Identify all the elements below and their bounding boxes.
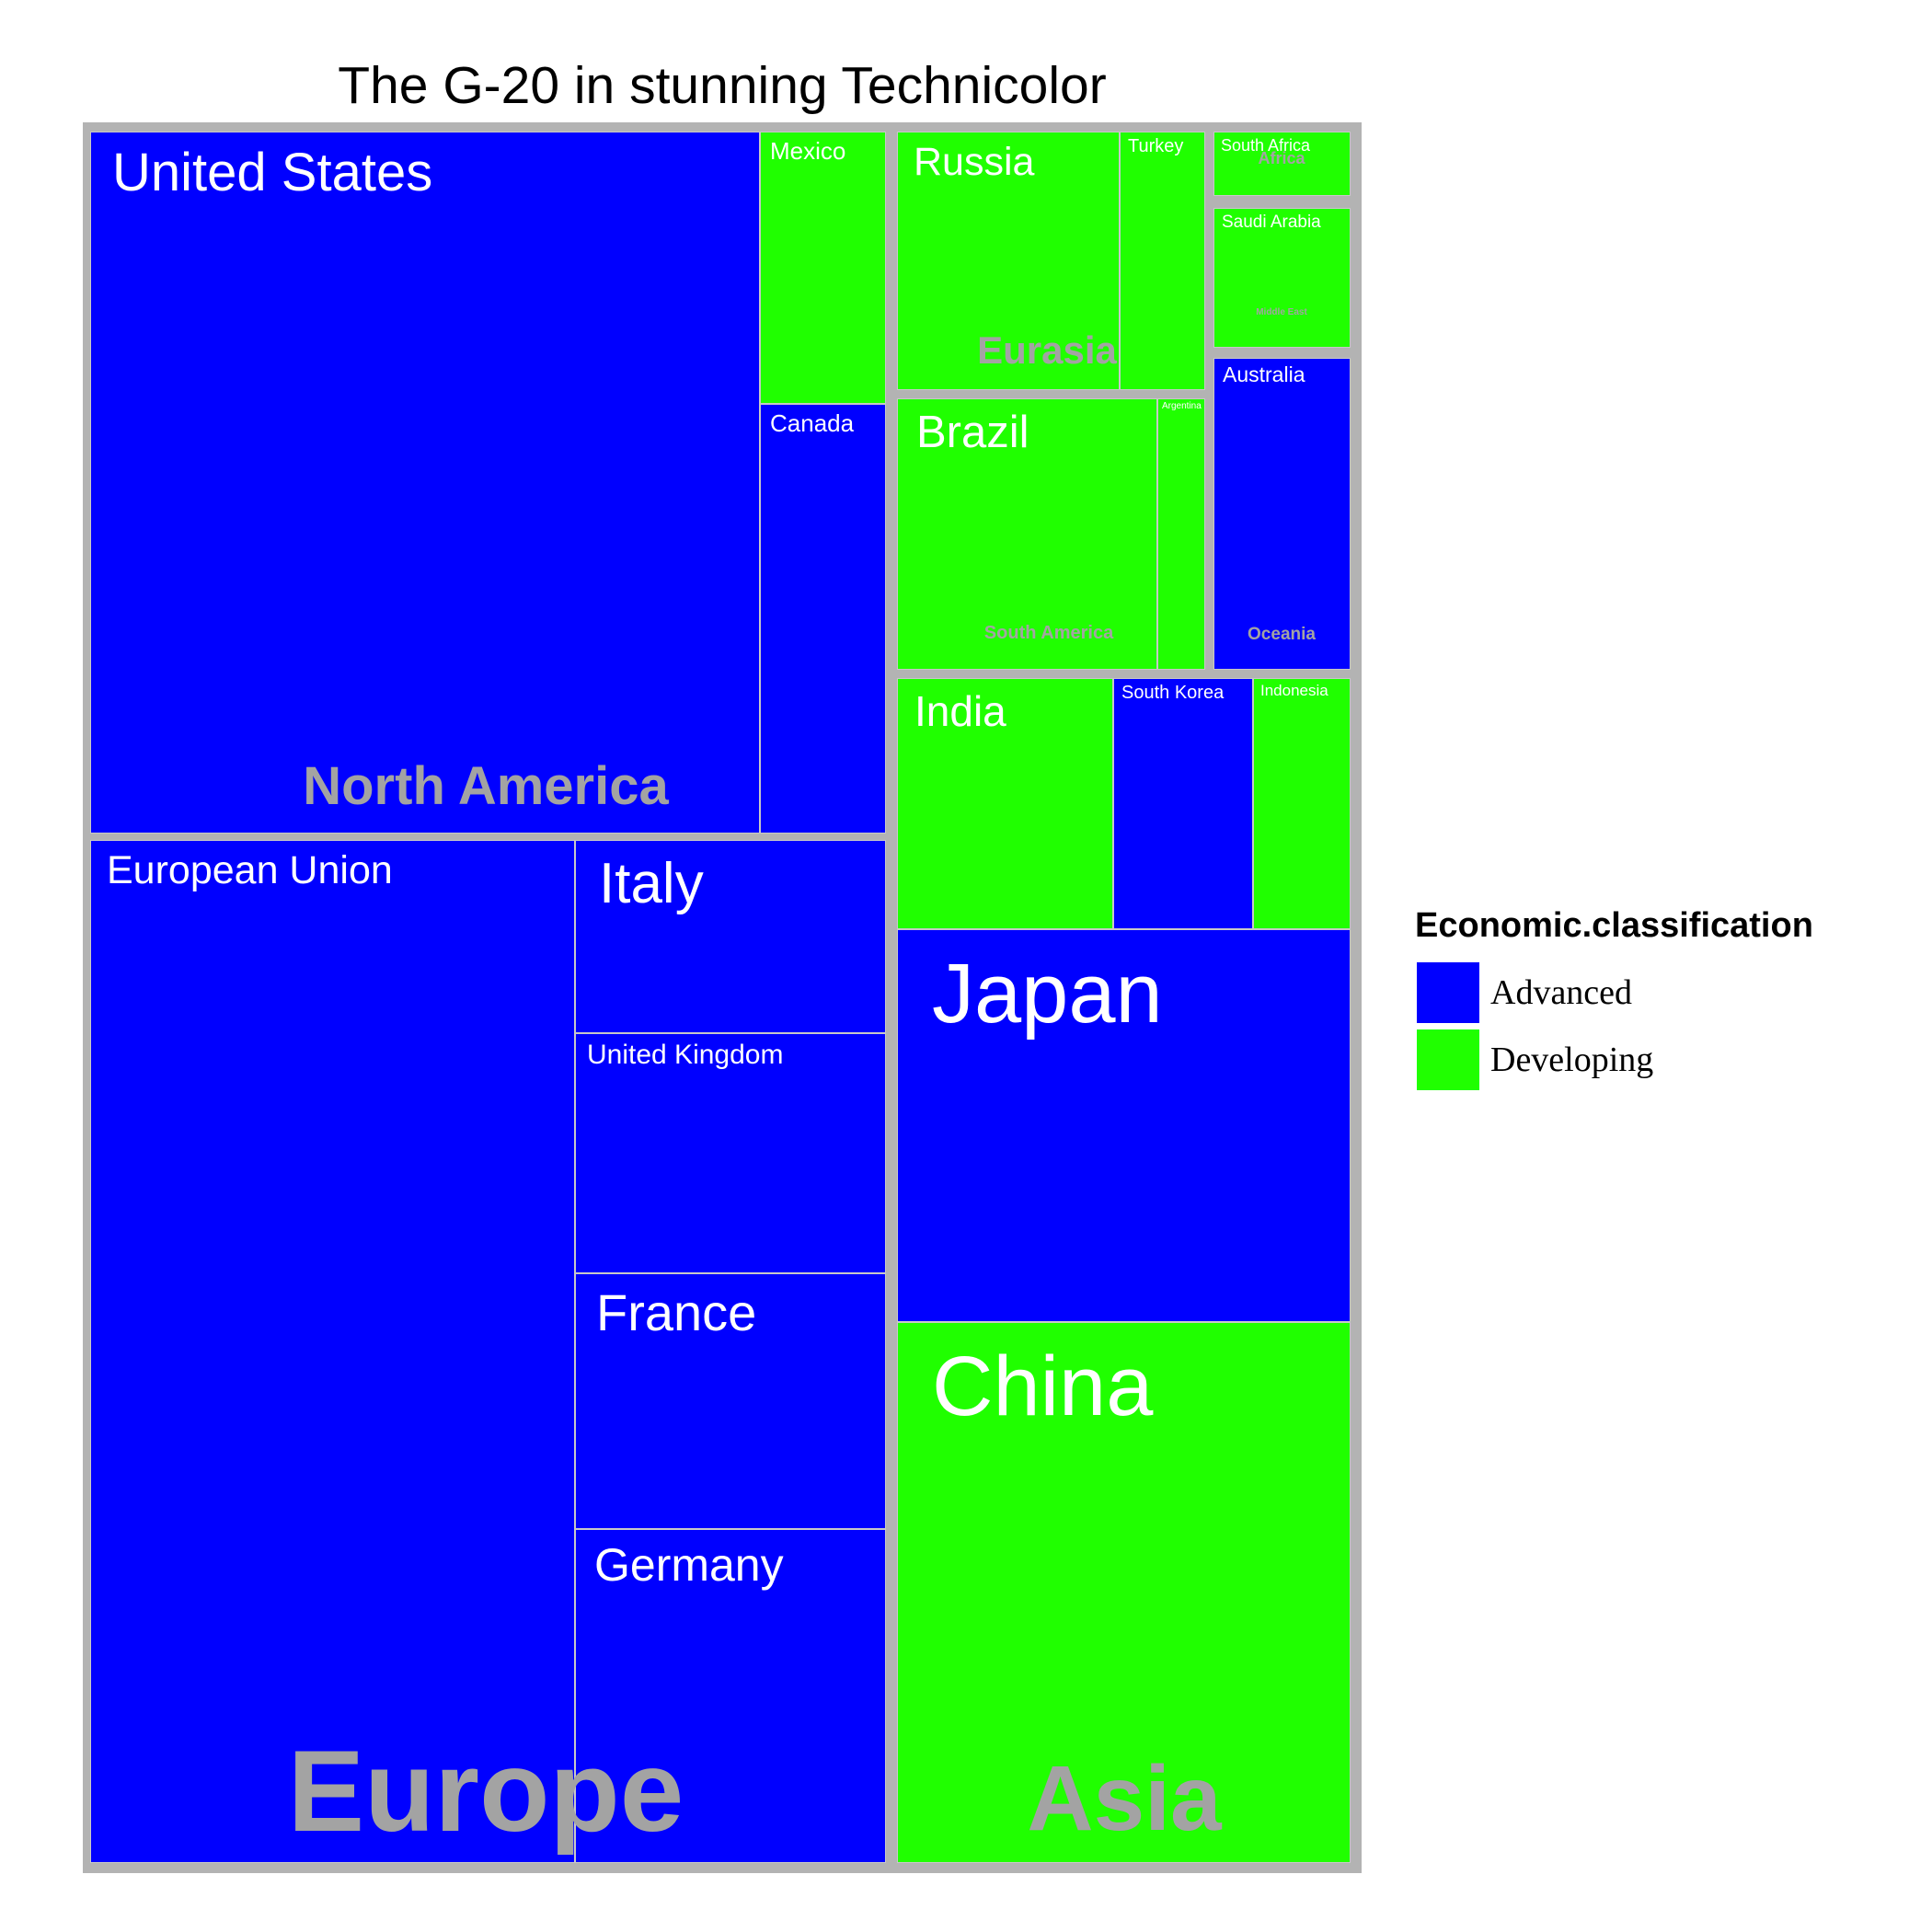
- tile-saudi-arabia: Saudi Arabia: [1213, 208, 1351, 348]
- tile-label-argentina: Argentina: [1162, 401, 1202, 411]
- tile-south-korea: South Korea: [1113, 678, 1253, 929]
- tile-turkey: Turkey: [1120, 132, 1205, 390]
- tile-russia: Russia: [897, 132, 1120, 390]
- tile-label-germany: Germany: [594, 1539, 784, 1591]
- tile-label-european-union: European Union: [107, 848, 393, 892]
- legend-key-developing: [1415, 1027, 1481, 1092]
- tile-label-indonesia: Indonesia: [1260, 682, 1328, 699]
- tile-label-france: France: [596, 1283, 757, 1341]
- chart-title: The G-20 in stunning Technicolor: [338, 56, 1107, 115]
- treemap-plot: European Union Germany France United Kingdo…: [83, 122, 1362, 1873]
- tile-label-mexico: Mexico: [770, 137, 846, 165]
- tile-united-kingdom: United Kingdom: [575, 1033, 886, 1273]
- tile-label-turkey: Turkey: [1128, 136, 1184, 156]
- region-label-north-america: North America: [303, 756, 669, 816]
- tile-label-japan: Japan: [932, 947, 1163, 1041]
- tile-label-canada: Canada: [770, 409, 855, 437]
- legend-entry-advanced: Advanced: [1415, 959, 1813, 1026]
- tile-label-china: China: [932, 1340, 1154, 1433]
- legend-entry-developing: Developing: [1415, 1026, 1813, 1093]
- tile-germany: Germany: [575, 1529, 886, 1863]
- region-label-asia: Asia: [1027, 1747, 1222, 1850]
- region-label-oceania: Oceania: [1248, 625, 1316, 644]
- legend-key-advanced: [1415, 960, 1481, 1025]
- tile-italy: Italy: [575, 840, 886, 1033]
- tile-label-south-africa: South Africa: [1221, 136, 1311, 155]
- tile-brazil: Brazil: [897, 398, 1157, 670]
- legend-label-advanced: Advanced: [1490, 972, 1633, 1012]
- region-label-middle-east: Middle East: [1256, 307, 1307, 317]
- legend: Economic.classification Advanced Develop…: [1415, 906, 1813, 1093]
- tile-france: France: [575, 1273, 886, 1529]
- tile-south-africa: South Africa: [1213, 132, 1351, 196]
- tile-label-united-states: United States: [112, 143, 433, 202]
- tile-label-italy: Italy: [599, 852, 704, 915]
- legend-title: Economic.classification: [1415, 906, 1813, 945]
- legend-label-developing: Developing: [1490, 1040, 1654, 1079]
- region-label-south-america: South America: [983, 623, 1114, 643]
- tile-european-union: European Union: [90, 840, 575, 1863]
- tile-label-brazil: Brazil: [916, 408, 1029, 457]
- tile-india: India: [897, 678, 1113, 929]
- tile-mexico: Mexico: [760, 132, 886, 404]
- region-label-europe: Europe: [287, 1728, 684, 1856]
- tile-indonesia: Indonesia: [1253, 678, 1351, 929]
- tile-label-saudi-arabia: Saudi Arabia: [1222, 213, 1321, 232]
- tile-canada: Canada: [760, 404, 886, 834]
- region-label-africa: Africa: [1258, 149, 1305, 167]
- tile-japan: Japan: [897, 929, 1351, 1322]
- tile-label-australia: Australia: [1223, 362, 1305, 386]
- tile-argentina: Argentina: [1157, 398, 1205, 670]
- tile-china: China: [897, 1322, 1351, 1863]
- tile-label-russia: Russia: [914, 140, 1035, 184]
- region-label-eurasia: Eurasia: [977, 328, 1117, 372]
- tile-label-india: India: [914, 687, 1006, 735]
- tile-united-states: United States: [90, 132, 760, 834]
- tile-australia: Australia: [1213, 358, 1351, 670]
- tile-label-south-korea: South Korea: [1121, 683, 1225, 703]
- tile-label-united-kingdom: United Kingdom: [587, 1040, 784, 1070]
